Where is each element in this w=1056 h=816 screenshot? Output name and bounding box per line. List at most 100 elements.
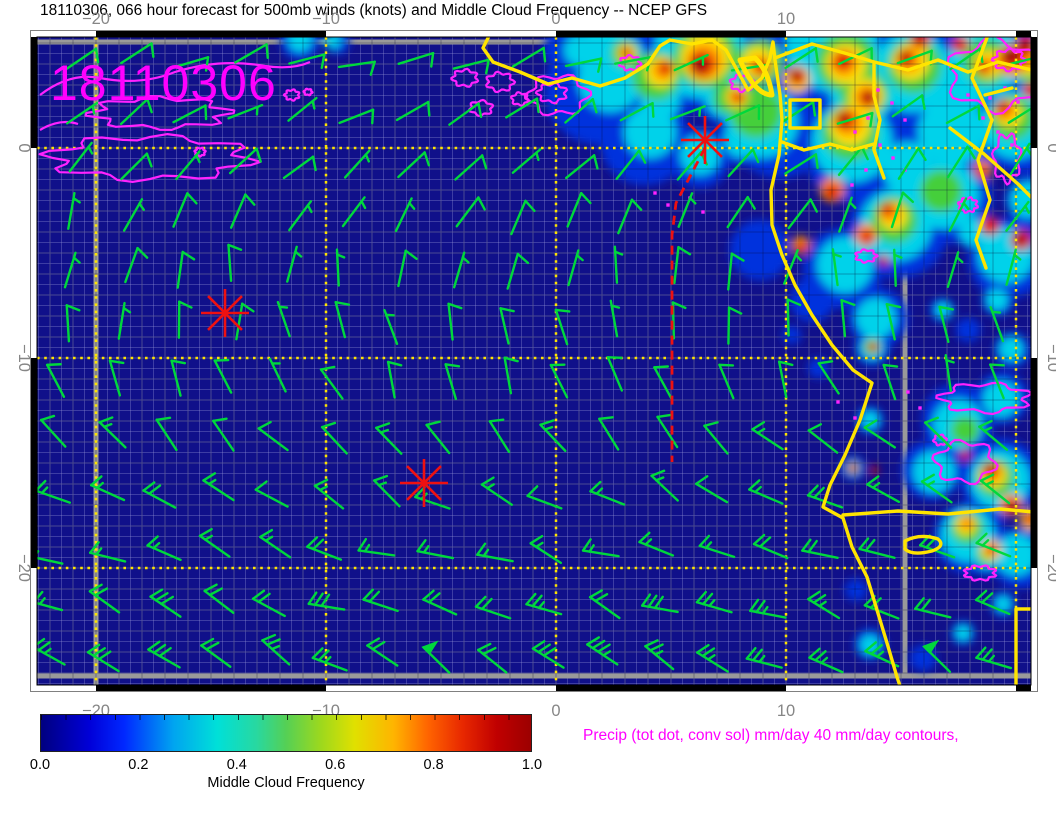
wind-barb <box>920 473 953 504</box>
wind-barb <box>65 304 81 343</box>
wind-barb <box>549 363 569 399</box>
wind-barb-flag <box>320 421 337 429</box>
precip-dot <box>866 116 870 120</box>
wind-barb <box>172 192 198 228</box>
wind-barb <box>37 589 64 612</box>
wind-barb <box>945 104 981 125</box>
wind-barb <box>234 43 269 64</box>
wind-barb-flag <box>811 100 817 117</box>
wind-barb-flag <box>920 94 926 110</box>
wind-barb-halfflag <box>360 200 367 210</box>
lat-tick-label: 0 <box>15 143 33 152</box>
geography <box>481 37 1031 685</box>
wind-barb-staff <box>653 366 673 401</box>
wind-barb <box>334 301 351 339</box>
wind-barb-halfflag <box>306 204 313 214</box>
wind-barb <box>366 637 399 667</box>
wind-barb <box>836 111 874 128</box>
wind-barb <box>539 419 567 453</box>
wind-barb <box>598 416 620 451</box>
wind-barb <box>227 243 243 283</box>
cloud-blob <box>288 37 312 52</box>
border-path <box>841 507 1031 517</box>
wind-barb <box>677 192 697 228</box>
wind-barb <box>748 598 787 619</box>
wind-barb-staff <box>781 100 815 123</box>
wind-barb-staff <box>549 363 569 399</box>
precip-contour <box>935 381 1031 416</box>
wind-barb-flag <box>650 469 666 477</box>
wind-barb-flag <box>428 592 441 604</box>
wind-barb-staff <box>727 252 734 291</box>
wind-barb-flag <box>200 637 215 647</box>
wind-barb-halfflag <box>486 483 495 490</box>
wind-barb-staff <box>565 154 596 180</box>
wind-barb <box>784 153 819 175</box>
station-marker <box>687 122 723 158</box>
wind-barb-flag <box>208 587 223 597</box>
wind-barb-flag <box>594 593 609 603</box>
border-band-segment <box>1016 30 1031 37</box>
wind-barb <box>177 300 193 339</box>
wind-barb-staff <box>254 488 289 508</box>
wind-barb <box>948 197 970 232</box>
precip-contour <box>991 132 1023 186</box>
wind-barb-staff <box>510 199 527 236</box>
precip-dot <box>1003 86 1007 90</box>
precip-dot <box>996 130 1000 134</box>
cloud-blob <box>845 579 867 601</box>
wind-barb-flag <box>989 363 1005 367</box>
wind-barb-staff <box>503 356 513 395</box>
wind-barb <box>357 537 396 557</box>
wind-barb <box>282 155 317 180</box>
wind-barb <box>890 191 915 229</box>
wind-barb-flag <box>334 301 351 306</box>
wind-barb-flag <box>516 252 530 265</box>
wind-barb-flag <box>651 101 655 118</box>
wind-barb-staff <box>727 306 731 345</box>
wind-barb-flag <box>860 145 869 161</box>
wind-barb <box>786 298 802 337</box>
wind-barb-flag <box>703 421 719 428</box>
wind-barb-staff <box>234 43 268 64</box>
wind-barb-flag <box>814 153 819 169</box>
precip-contours <box>38 37 1031 582</box>
wind-barb-flag <box>371 108 375 125</box>
wind-barb-staff <box>37 556 64 565</box>
wind-barb <box>149 588 182 618</box>
wind-barb-staff <box>227 243 233 283</box>
wind-barb-staff <box>554 308 569 346</box>
precip-dot <box>903 118 907 122</box>
cloud-blob <box>995 596 1011 612</box>
wind-barb-flag <box>375 422 391 430</box>
wind-barb-halfflag <box>575 254 584 262</box>
wind-barb-staff <box>673 245 680 285</box>
wind-barb-halfflag <box>820 656 829 665</box>
wind-barb-staff <box>694 482 729 504</box>
wind-barb-halfflag <box>264 535 274 542</box>
precip-contour <box>193 146 207 158</box>
wind-barb-halfflag <box>207 478 217 486</box>
lat-tick-label: −10 <box>1044 344 1056 372</box>
wind-barb-flag <box>154 592 169 602</box>
wind-barb-flag <box>37 637 46 646</box>
wind-barb-flag <box>586 636 601 646</box>
wind-barb-halfflag <box>708 599 716 608</box>
wind-barb <box>452 58 490 75</box>
wind-barb <box>979 473 1011 505</box>
wind-barb-staff <box>397 151 426 179</box>
wind-barb-halfflag <box>871 481 881 489</box>
wind-barb <box>581 538 620 558</box>
wind-barb <box>124 246 149 284</box>
wind-barb-flag <box>477 102 483 119</box>
cloud-blob <box>856 298 896 338</box>
wind-barb <box>386 360 403 399</box>
wind-barb <box>422 589 458 616</box>
wind-barb <box>801 538 839 559</box>
wind-barb <box>341 196 367 228</box>
wind-barb-flag <box>480 597 493 611</box>
wind-barb-flag <box>758 536 772 548</box>
wind-barb-halfflag <box>72 196 81 204</box>
wind-barb-halfflag <box>644 538 653 546</box>
wind-barb-halfflag <box>364 153 371 163</box>
